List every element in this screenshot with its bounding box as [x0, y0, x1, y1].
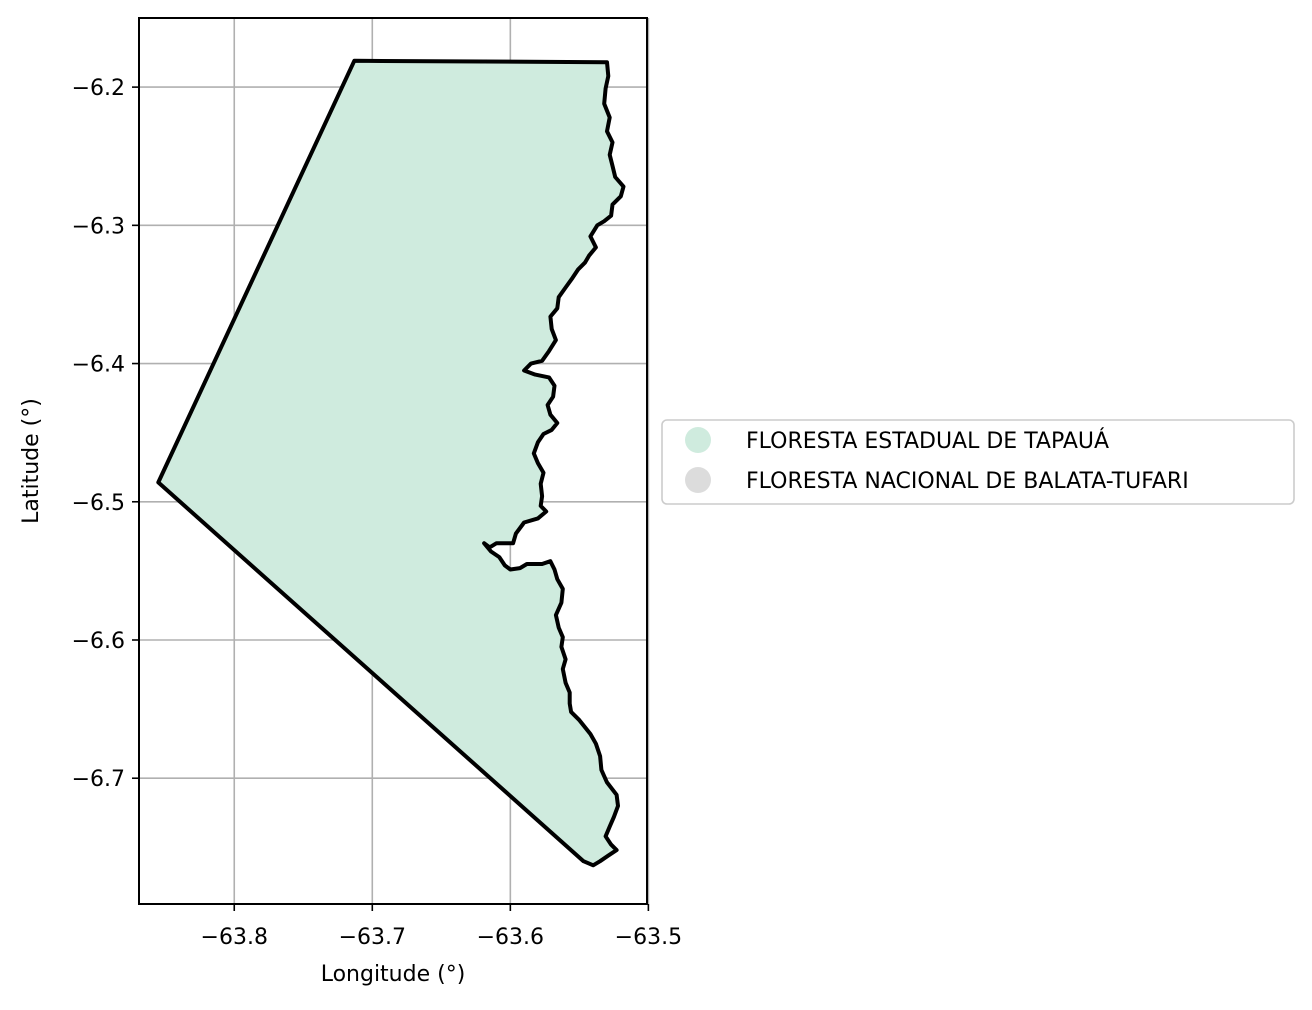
legend-entry-label: FLORESTA NACIONAL DE BALATA-TUFARI [746, 469, 1189, 494]
y-axis-label: Latitude (°) [19, 398, 44, 524]
x-tick-label: −63.7 [339, 925, 406, 950]
y-tick-label: −6.5 [72, 491, 125, 516]
x-tick-label: −63.5 [615, 925, 682, 950]
x-tick-label: −63.8 [201, 925, 268, 950]
legend-marker [685, 427, 711, 453]
legend-entry-label: FLORESTA ESTADUAL DE TAPAUÁ [746, 428, 1109, 454]
plot-frame [138, 17, 648, 905]
x-tick-label: −63.6 [477, 925, 544, 950]
region-floresta-estadual-de-tapaua [156, 58, 626, 868]
y-tick-label: −6.3 [72, 214, 125, 239]
region-layer [156, 58, 626, 868]
y-tick-label: −6.7 [72, 767, 125, 792]
x-axis-label: Longitude (°) [321, 962, 466, 987]
legend: FLORESTA ESTADUAL DE TAPAUÁ FLORESTA NACI… [661, 419, 1295, 505]
y-tick-label: −6.4 [72, 353, 125, 378]
y-tick-label: −6.2 [72, 76, 125, 101]
y-tick-label: −6.6 [72, 629, 125, 654]
legend-box [661, 419, 1295, 505]
legend-marker [685, 467, 711, 493]
axis-ticks: −63.8 −63.7 −63.6 −63.5 −6.2 −6.3 −6.4 −6.5 −6.6… [72, 76, 683, 950]
